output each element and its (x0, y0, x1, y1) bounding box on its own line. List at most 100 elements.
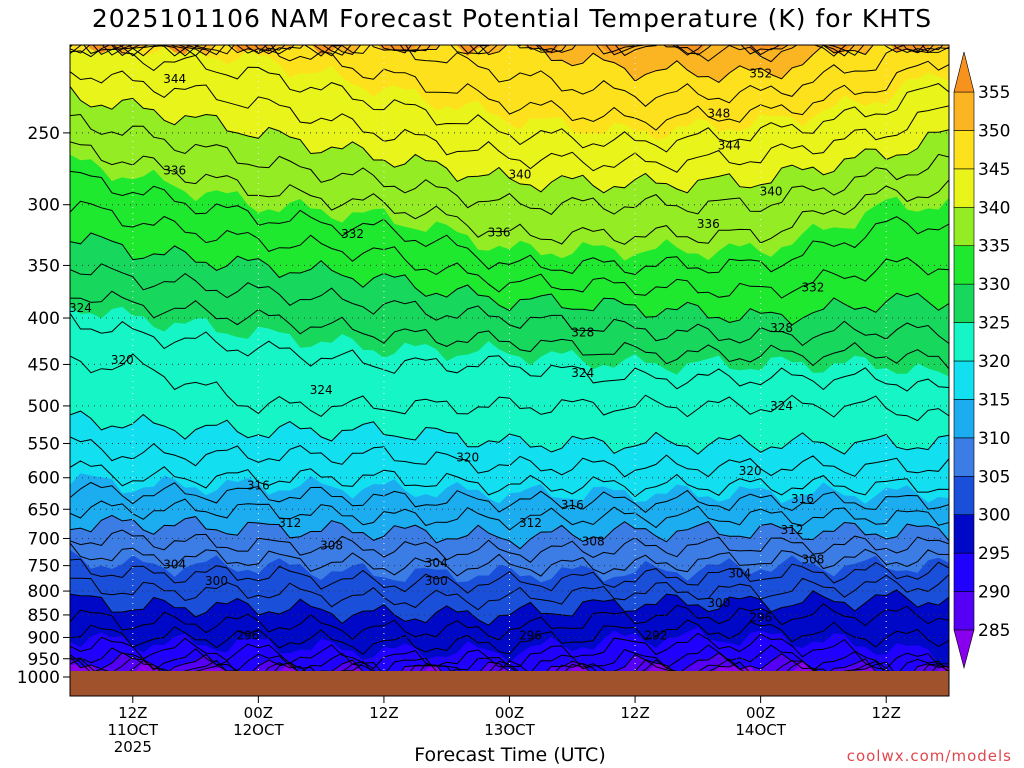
colorbar-swatch (953, 552, 975, 592)
isotherm-288 (70, 654, 949, 671)
band-above-355 (70, 45, 949, 56)
colorbar: 285 290 295 300 305 310 315 320 325 330 335 340 345 3… (953, 51, 1010, 670)
colorbar-tick-label: 335 (978, 237, 1010, 257)
contour-label: 308 (320, 539, 343, 553)
colorbar-swatch (953, 245, 975, 285)
colorbar-swatch (953, 475, 975, 516)
contour-label: 316 (791, 492, 814, 506)
pressure-axis: 2503003504004505005506006507007508008509… (17, 124, 70, 688)
contour-label: 312 (781, 523, 804, 537)
contour-label: 348 (707, 107, 730, 121)
isotherm-308 (70, 529, 949, 563)
colorbar-tick-label: 330 (978, 275, 1010, 295)
isotherm-306 (70, 542, 949, 577)
contour-label: 332 (341, 227, 364, 241)
contour-label: 292 (645, 628, 668, 642)
contour-label: 328 (770, 321, 793, 335)
credit-text: coolwx.com/models (846, 747, 1012, 765)
isotherm-312 (70, 498, 949, 531)
x-tick-label: 12Z (872, 704, 901, 722)
isotherm-350 (70, 45, 949, 84)
x-tick-label: 12OCT (233, 721, 284, 739)
colorbar-swatch (953, 130, 975, 170)
contour-label: 324 (571, 366, 594, 380)
isotherm-304 (70, 558, 949, 594)
y-tick-label: 700 (28, 529, 60, 549)
colorbar-swatch (953, 322, 975, 362)
grid-lines (70, 45, 949, 671)
colorbar-swatch (953, 360, 975, 400)
contour-label: 312 (519, 516, 542, 530)
x-tick-label: 00Z (746, 704, 775, 722)
x-tick-label: 13OCT (484, 721, 535, 739)
colorbar-swatch (953, 206, 975, 247)
y-tick-label: 300 (28, 196, 60, 216)
colorbar-swatch (953, 514, 975, 554)
isotherm-346 (70, 45, 949, 131)
contour-label: 340 (760, 184, 783, 198)
contour-label: 304 (728, 566, 751, 580)
colorbar-tick-label: 320 (978, 352, 1010, 372)
contour-label: 316 (561, 498, 584, 512)
contour-label: 296 (236, 628, 259, 642)
contour-labels: 344 336 332 324 320 324 316 312 308 304 300 296 320 3… (69, 66, 824, 642)
contour-label: 312 (278, 516, 301, 530)
isotherm-320 (70, 410, 949, 455)
y-tick-label: 850 (28, 606, 60, 626)
isotherm-294 (70, 632, 949, 671)
colorbar-swatch (953, 168, 975, 208)
theta-field (70, 45, 949, 671)
y-tick-label: 800 (28, 582, 60, 602)
isotherm-328 (70, 263, 949, 347)
contour-label: 304 (425, 556, 448, 570)
isotherm-310 (70, 514, 949, 550)
contour-label: 336 (163, 163, 186, 177)
colorbar-swatch (953, 437, 975, 477)
isotherm-340 (70, 86, 949, 194)
colorbar-swatch (953, 399, 975, 439)
isotherm-326 (70, 290, 949, 370)
colorbar-tick-label: 325 (978, 314, 1010, 334)
contour-label: 304 (163, 558, 186, 572)
colorbar-tick-label: 315 (978, 390, 1010, 410)
x-tick-label: 00Z (495, 704, 524, 722)
contour-label: 324 (770, 399, 793, 413)
colorbar-tick-label: 355 (978, 83, 1010, 103)
colorbar-tick-label: 345 (978, 160, 1010, 180)
contour-label: 344 (163, 72, 186, 86)
contour-label: 300 (707, 596, 730, 610)
band-above-350 (70, 45, 949, 83)
isotherm-322 (70, 353, 949, 422)
isotherm-334 (70, 170, 949, 275)
contour-label: 344 (718, 138, 741, 152)
colorbar-tick-label: 285 (978, 621, 1010, 641)
y-tick-label: 600 (28, 469, 60, 489)
contour-label: 320 (739, 464, 762, 478)
contour-label: 352 (749, 66, 772, 80)
contour-label: 328 (571, 326, 594, 340)
colorbar-swatch (953, 283, 975, 323)
colorbar-tick-label: 350 (978, 121, 1010, 141)
contour-label: 340 (509, 168, 532, 182)
x-tick-label: 12Z (620, 704, 649, 722)
contour-label: 300 (205, 574, 228, 588)
contour-label: 324 (310, 383, 333, 397)
colorbar-swatch (953, 91, 975, 131)
y-tick-label: 450 (28, 355, 60, 375)
chart-title: 2025101106 NAM Forecast Potential Temper… (91, 4, 933, 33)
x-tick-label: 12Z (118, 704, 147, 722)
isotherm-298 (70, 603, 949, 641)
contour-label: 320 (111, 353, 134, 367)
isotherm-342 (70, 70, 949, 173)
colorbar-swatch (953, 591, 975, 631)
isotherm-302 (70, 574, 949, 611)
contour-label: 336 (697, 217, 720, 231)
y-tick-label: 1000 (17, 668, 60, 688)
colorbar-tick-label: 305 (978, 467, 1010, 487)
colorbar-tick-label: 340 (978, 198, 1010, 218)
x-tick-label: 2025 (114, 738, 152, 756)
contour-label: 324 (69, 301, 92, 315)
contour-label: 308 (582, 534, 605, 548)
